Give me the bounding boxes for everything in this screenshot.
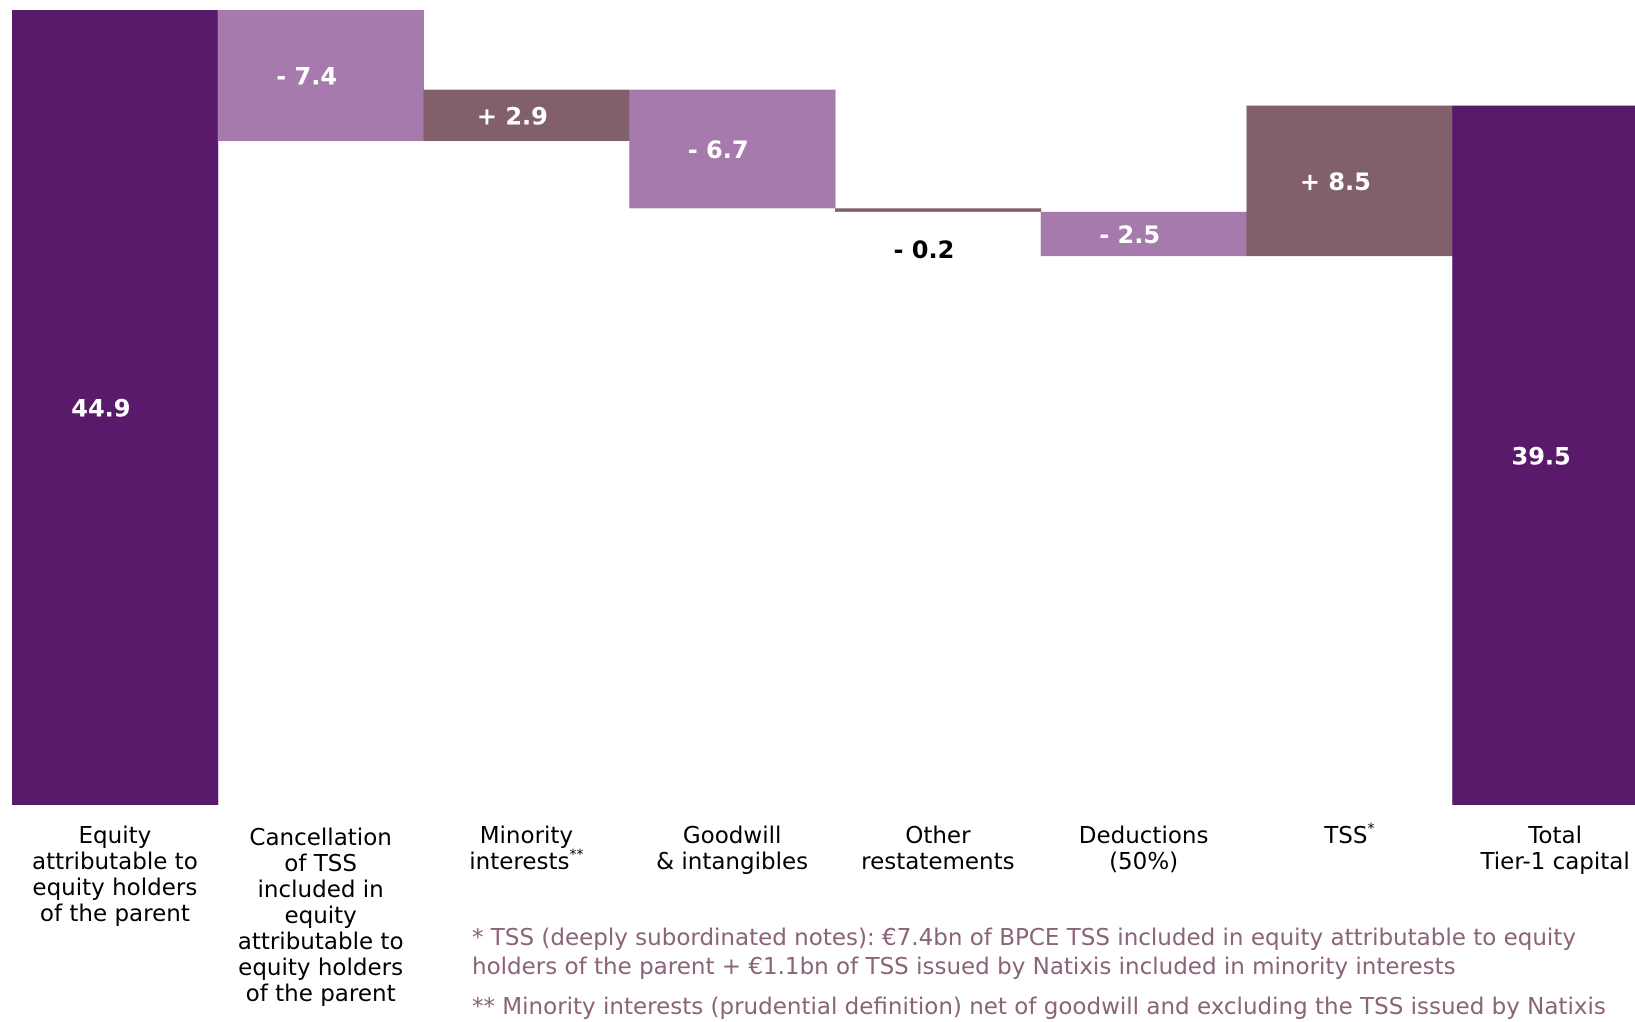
data-label-tss: + 8.5 [1300, 168, 1371, 196]
bar-total [1452, 105, 1635, 805]
category-label-minority: Minority interests** [469, 823, 584, 875]
bar-equity [12, 10, 219, 805]
data-label-other: - 0.2 [893, 236, 954, 264]
category-label-other: Other restatements [861, 823, 1015, 875]
category-label-equity: Equity attributable to equity holders of… [31, 823, 198, 927]
data-label-deductions: - 2.5 [1099, 221, 1160, 249]
category-label-total: Total Tier-1 capital [1480, 823, 1630, 875]
footnote-minority: ** Minority interests (prudential defini… [472, 994, 1606, 1020]
bar-minority [423, 89, 630, 142]
data-label-total: 39.5 [1512, 442, 1571, 470]
data-label-goodwill: - 6.7 [688, 136, 749, 164]
bar-cancellation [217, 10, 424, 142]
category-label-cancellation: Cancellation of TSS included in equity a… [237, 825, 404, 1007]
category-superscript: ** [569, 847, 584, 863]
bar-goodwill [629, 89, 836, 209]
data-label-minority: + 2.9 [477, 102, 548, 130]
category-label-deductions: Deductions (50%) [1078, 823, 1209, 875]
category-label-tss: TSS* [1324, 821, 1375, 849]
bar-other [835, 208, 1042, 212]
data-label-cancellation: - 7.4 [276, 63, 337, 91]
data-label-equity: 44.9 [71, 395, 130, 423]
category-superscript: * [1367, 821, 1375, 837]
bar-tss [1246, 105, 1453, 257]
footnote-tss: * TSS (deeply subordinated notes): €7.4b… [472, 925, 1576, 980]
bar-deductions [1040, 211, 1247, 257]
category-label-goodwill: Goodwill & intangibles [656, 823, 809, 875]
